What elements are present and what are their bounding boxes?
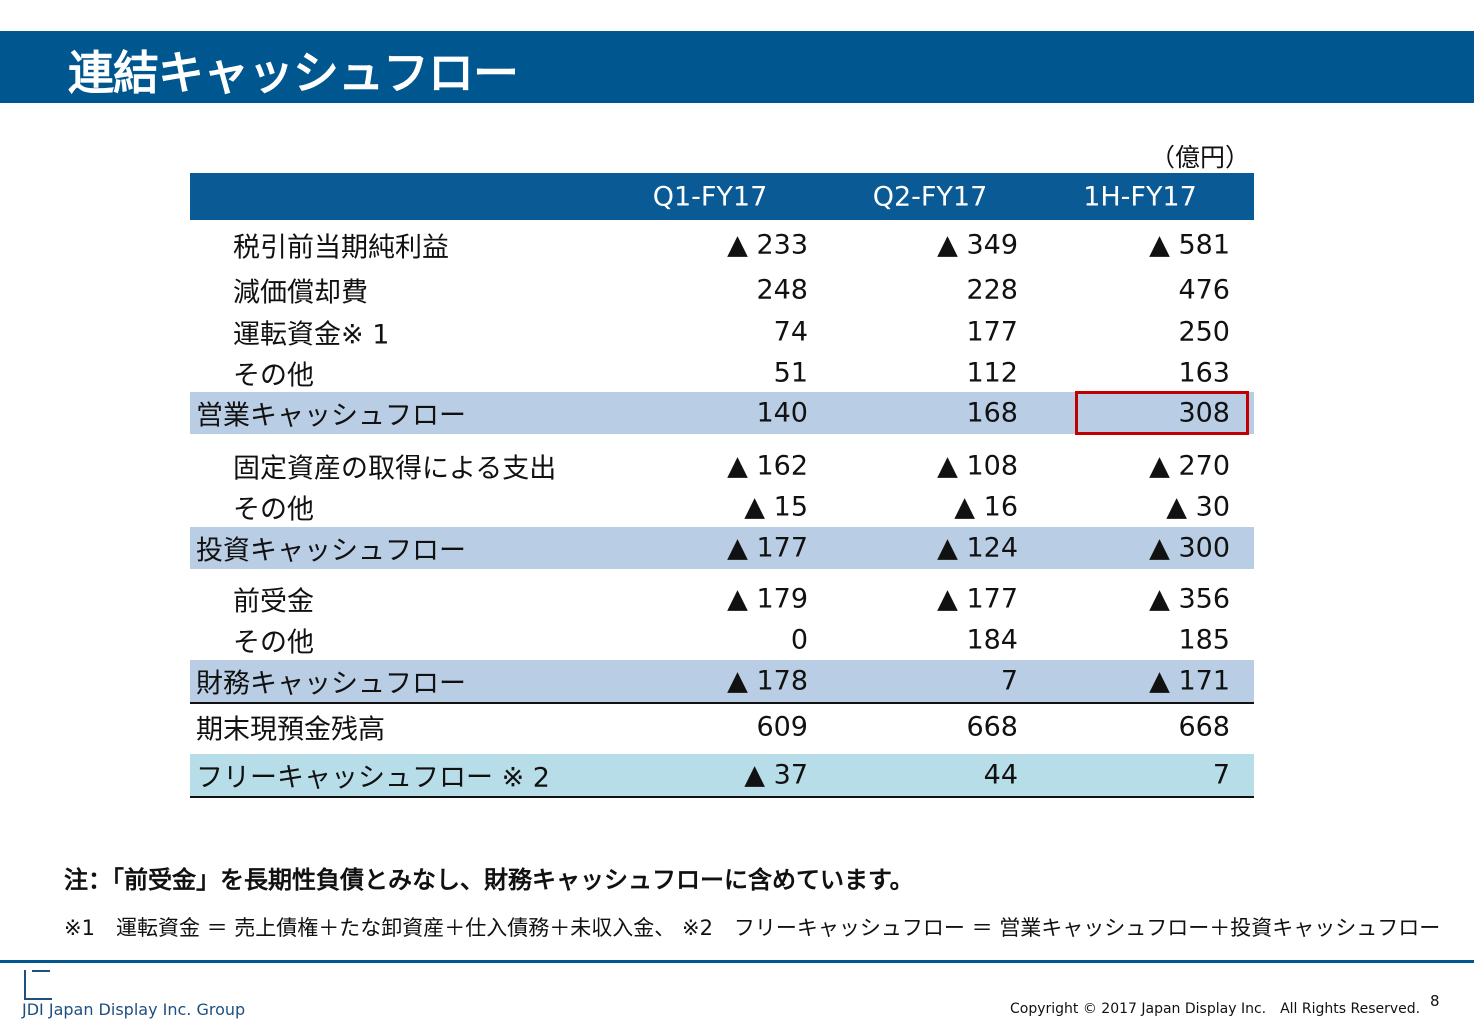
- footnote: ※1 運転資金 ＝ 売上債権＋たな卸資産＋仕入債務＋未収入金、 ※2 フリーキャ…: [64, 916, 1441, 940]
- column-header: Q1-FY17: [652, 181, 768, 212]
- note: 注：「前受金」を長期性負債とみなし、財務キャッシュフローに含めています。: [64, 866, 914, 894]
- row-label: その他: [233, 360, 314, 392]
- row-label: 投資キャッシュフロー: [196, 535, 466, 567]
- cell-value: 185: [1178, 624, 1230, 656]
- table-row: 税引前当期純利益 ▲ 233 ▲ 349 ▲ 581: [190, 224, 1254, 266]
- jdi-logo-icon: [24, 970, 52, 1000]
- row-label: フリーキャッシュフロー ※ 2: [196, 762, 550, 794]
- cell-value: 7: [1000, 665, 1018, 697]
- unit-label: （億円）: [1150, 143, 1251, 172]
- cell-value: ▲ 581: [1149, 229, 1230, 261]
- cell-value: ▲ 37: [744, 759, 808, 791]
- cell-value: ▲ 124: [937, 532, 1018, 564]
- row-label: 前受金: [233, 586, 314, 618]
- row-label: 税引前当期純利益: [233, 232, 449, 264]
- table-row: 運転資金※ 1 74 177 250: [190, 311, 1254, 353]
- cell-value: ▲ 171: [1149, 665, 1230, 697]
- table-row: 減価償却費 248 228 476: [190, 269, 1254, 311]
- cell-value: ▲ 177: [727, 532, 808, 564]
- cell-value: 7: [1212, 759, 1230, 791]
- row-label: 期末現預金残高: [196, 714, 385, 746]
- cell-value: ▲ 356: [1149, 583, 1230, 615]
- row-label: 営業キャッシュフロー: [196, 400, 466, 432]
- row-label: 財務キャッシュフロー: [196, 668, 466, 700]
- cell-value: ▲ 162: [727, 450, 808, 482]
- page-number: 8: [1430, 992, 1440, 1010]
- cell-value: 250: [1178, 316, 1230, 348]
- page-title: 連結キャッシュフロー: [68, 46, 519, 100]
- table-row: 前受金 ▲ 179 ▲ 177 ▲ 356: [190, 578, 1254, 620]
- cell-value: 51: [773, 357, 808, 389]
- cell-value: ▲ 108: [937, 450, 1018, 482]
- free-cash-flow-row: フリーキャッシュフロー ※ 2 ▲ 37 44 7: [190, 754, 1254, 798]
- cell-value: 112: [966, 357, 1018, 389]
- subtotal-row: 財務キャッシュフロー ▲ 178 7 ▲ 171: [190, 660, 1254, 704]
- row-label: その他: [233, 627, 314, 659]
- cell-value: 228: [966, 274, 1018, 306]
- cell-value: ▲ 179: [727, 583, 808, 615]
- cell-value: 609: [756, 711, 808, 743]
- cell-value: 668: [1178, 711, 1230, 743]
- row-label: その他: [233, 494, 314, 526]
- cell-value: 44: [983, 759, 1018, 791]
- cell-value: 74: [773, 316, 808, 348]
- column-header: 1H-FY17: [1083, 181, 1197, 212]
- footer-divider: [0, 960, 1474, 963]
- subtotal-row: 投資キャッシュフロー ▲ 177 ▲ 124 ▲ 300: [190, 527, 1254, 569]
- title-bar: 連結キャッシュフロー: [0, 31, 1474, 103]
- table-header: Q1-FY17 Q2-FY17 1H-FY17: [190, 173, 1254, 220]
- column-header: Q2-FY17: [872, 181, 988, 212]
- cell-value: ▲ 233: [727, 229, 808, 261]
- subtotal-row: 営業キャッシュフロー 140 168 308: [190, 392, 1254, 434]
- cell-value: 476: [1178, 274, 1230, 306]
- cell-value: ▲ 15: [744, 491, 808, 523]
- cell-value: ▲ 30: [1166, 491, 1230, 523]
- cell-value: 248: [756, 274, 808, 306]
- cell-value: 668: [966, 711, 1018, 743]
- cell-value: ▲ 177: [937, 583, 1018, 615]
- cell-value: ▲ 16: [954, 491, 1018, 523]
- table-row: その他 0 184 185: [190, 619, 1254, 661]
- cell-value: 177: [966, 316, 1018, 348]
- row-label: 固定資産の取得による支出: [233, 453, 557, 485]
- highlight-box: [1075, 391, 1249, 435]
- cell-value: 168: [966, 397, 1018, 429]
- cell-value: 184: [966, 624, 1018, 656]
- company-logo-text: JDI Japan Display Inc. Group: [22, 1000, 246, 1019]
- cell-value: ▲ 300: [1149, 532, 1230, 564]
- cell-value: ▲ 349: [937, 229, 1018, 261]
- copyright: Copyright © 2017 Japan Display Inc. All …: [1010, 1001, 1421, 1017]
- table-row: 固定資産の取得による支出 ▲ 162 ▲ 108 ▲ 270: [190, 445, 1254, 487]
- table-row: その他 ▲ 15 ▲ 16 ▲ 30: [190, 486, 1254, 528]
- cell-value: 140: [756, 397, 808, 429]
- cell-value: ▲ 178: [727, 665, 808, 697]
- cell-value: 308: [1178, 397, 1230, 429]
- cell-value: 0: [790, 624, 808, 656]
- table-row: その他 51 112 163: [190, 352, 1254, 394]
- row-label: 運転資金※ 1: [233, 319, 390, 351]
- row-label: 減価償却費: [233, 277, 368, 309]
- cell-value: ▲ 270: [1149, 450, 1230, 482]
- cell-value: 163: [1178, 357, 1230, 389]
- total-row: 期末現預金残高 609 668 668: [190, 706, 1254, 748]
